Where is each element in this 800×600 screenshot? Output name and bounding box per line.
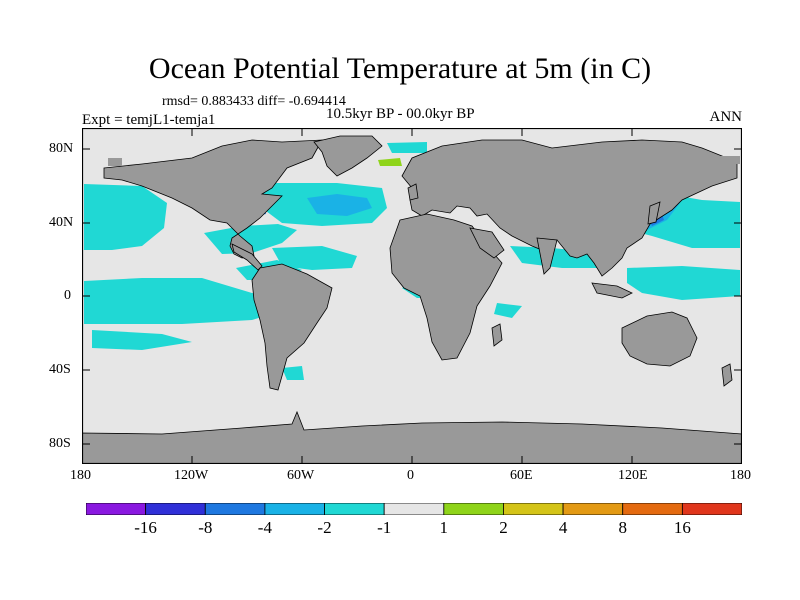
lon-tick-label: 120E bbox=[618, 468, 648, 483]
colorbar-label: -4 bbox=[257, 518, 272, 537]
period-label: 10.5kyr BP - 00.0kyr BP bbox=[326, 106, 475, 122]
land-masses bbox=[82, 135, 742, 464]
north-america bbox=[103, 139, 323, 259]
australia bbox=[621, 311, 698, 367]
greenland bbox=[313, 135, 383, 177]
colorbar-label: 2 bbox=[499, 518, 508, 537]
uk bbox=[407, 183, 419, 201]
map-panel bbox=[82, 128, 742, 464]
colorbar-box bbox=[562, 503, 624, 515]
lon-tick-label: 180 bbox=[70, 468, 91, 483]
lon-tick-label: 120W bbox=[174, 468, 209, 483]
colorbar-box bbox=[383, 503, 445, 515]
lat-tick-label: 80N bbox=[49, 141, 74, 156]
lat-tick-label: 0 bbox=[64, 288, 71, 303]
colorbar-box bbox=[204, 503, 266, 515]
map-title: Ocean Potential Temperature at 5m (in C) bbox=[148, 52, 652, 85]
madagascar bbox=[491, 323, 503, 347]
lon-tick-label: 0 bbox=[407, 468, 414, 483]
map-frame bbox=[82, 128, 742, 464]
experiment-label: Expt = temjL1-temja1 bbox=[82, 112, 216, 128]
lon-tick-label: 180 bbox=[730, 468, 751, 483]
south-america bbox=[251, 263, 333, 391]
colorbar-box bbox=[622, 503, 683, 515]
lon-tick-label: 60E bbox=[510, 468, 533, 483]
colorbar bbox=[86, 503, 742, 515]
antarctica bbox=[82, 410, 742, 464]
colorbar-box bbox=[145, 503, 206, 515]
lat-tick-label: 80S bbox=[49, 436, 71, 451]
colorbar-label: 8 bbox=[618, 518, 627, 537]
season-label: ANN bbox=[709, 109, 743, 125]
colorbar-label: 4 bbox=[558, 518, 568, 537]
colorbar-box bbox=[443, 503, 504, 515]
central-america bbox=[231, 243, 263, 271]
colorbar-box bbox=[264, 503, 325, 515]
eurasia bbox=[401, 139, 738, 277]
colorbar-label: 1 bbox=[439, 518, 449, 537]
stats-label: rmsd= 0.883433 diff= -0.694414 bbox=[162, 94, 346, 109]
tick-marks bbox=[82, 128, 742, 464]
colorbar-box bbox=[503, 503, 564, 515]
lon-tick-label: 60W bbox=[287, 468, 315, 483]
indonesia bbox=[591, 282, 633, 299]
colorbar-box bbox=[324, 503, 385, 515]
japan bbox=[647, 201, 661, 225]
arabia bbox=[469, 227, 505, 259]
africa bbox=[389, 213, 503, 361]
colorbar-label: -16 bbox=[134, 518, 157, 537]
colorbar-label: -2 bbox=[317, 518, 332, 537]
colorbar-label: -8 bbox=[198, 518, 213, 537]
colorbar-box bbox=[86, 503, 147, 515]
new-zealand bbox=[721, 363, 733, 387]
colorbar-label: 16 bbox=[673, 518, 691, 537]
india bbox=[536, 237, 558, 275]
colorbar-label: -1 bbox=[377, 518, 392, 537]
arctic-ice-patches bbox=[108, 150, 740, 166]
lat-tick-label: 40N bbox=[49, 215, 74, 230]
lat-tick-label: 40S bbox=[49, 362, 71, 377]
colorbar-box bbox=[681, 503, 742, 515]
